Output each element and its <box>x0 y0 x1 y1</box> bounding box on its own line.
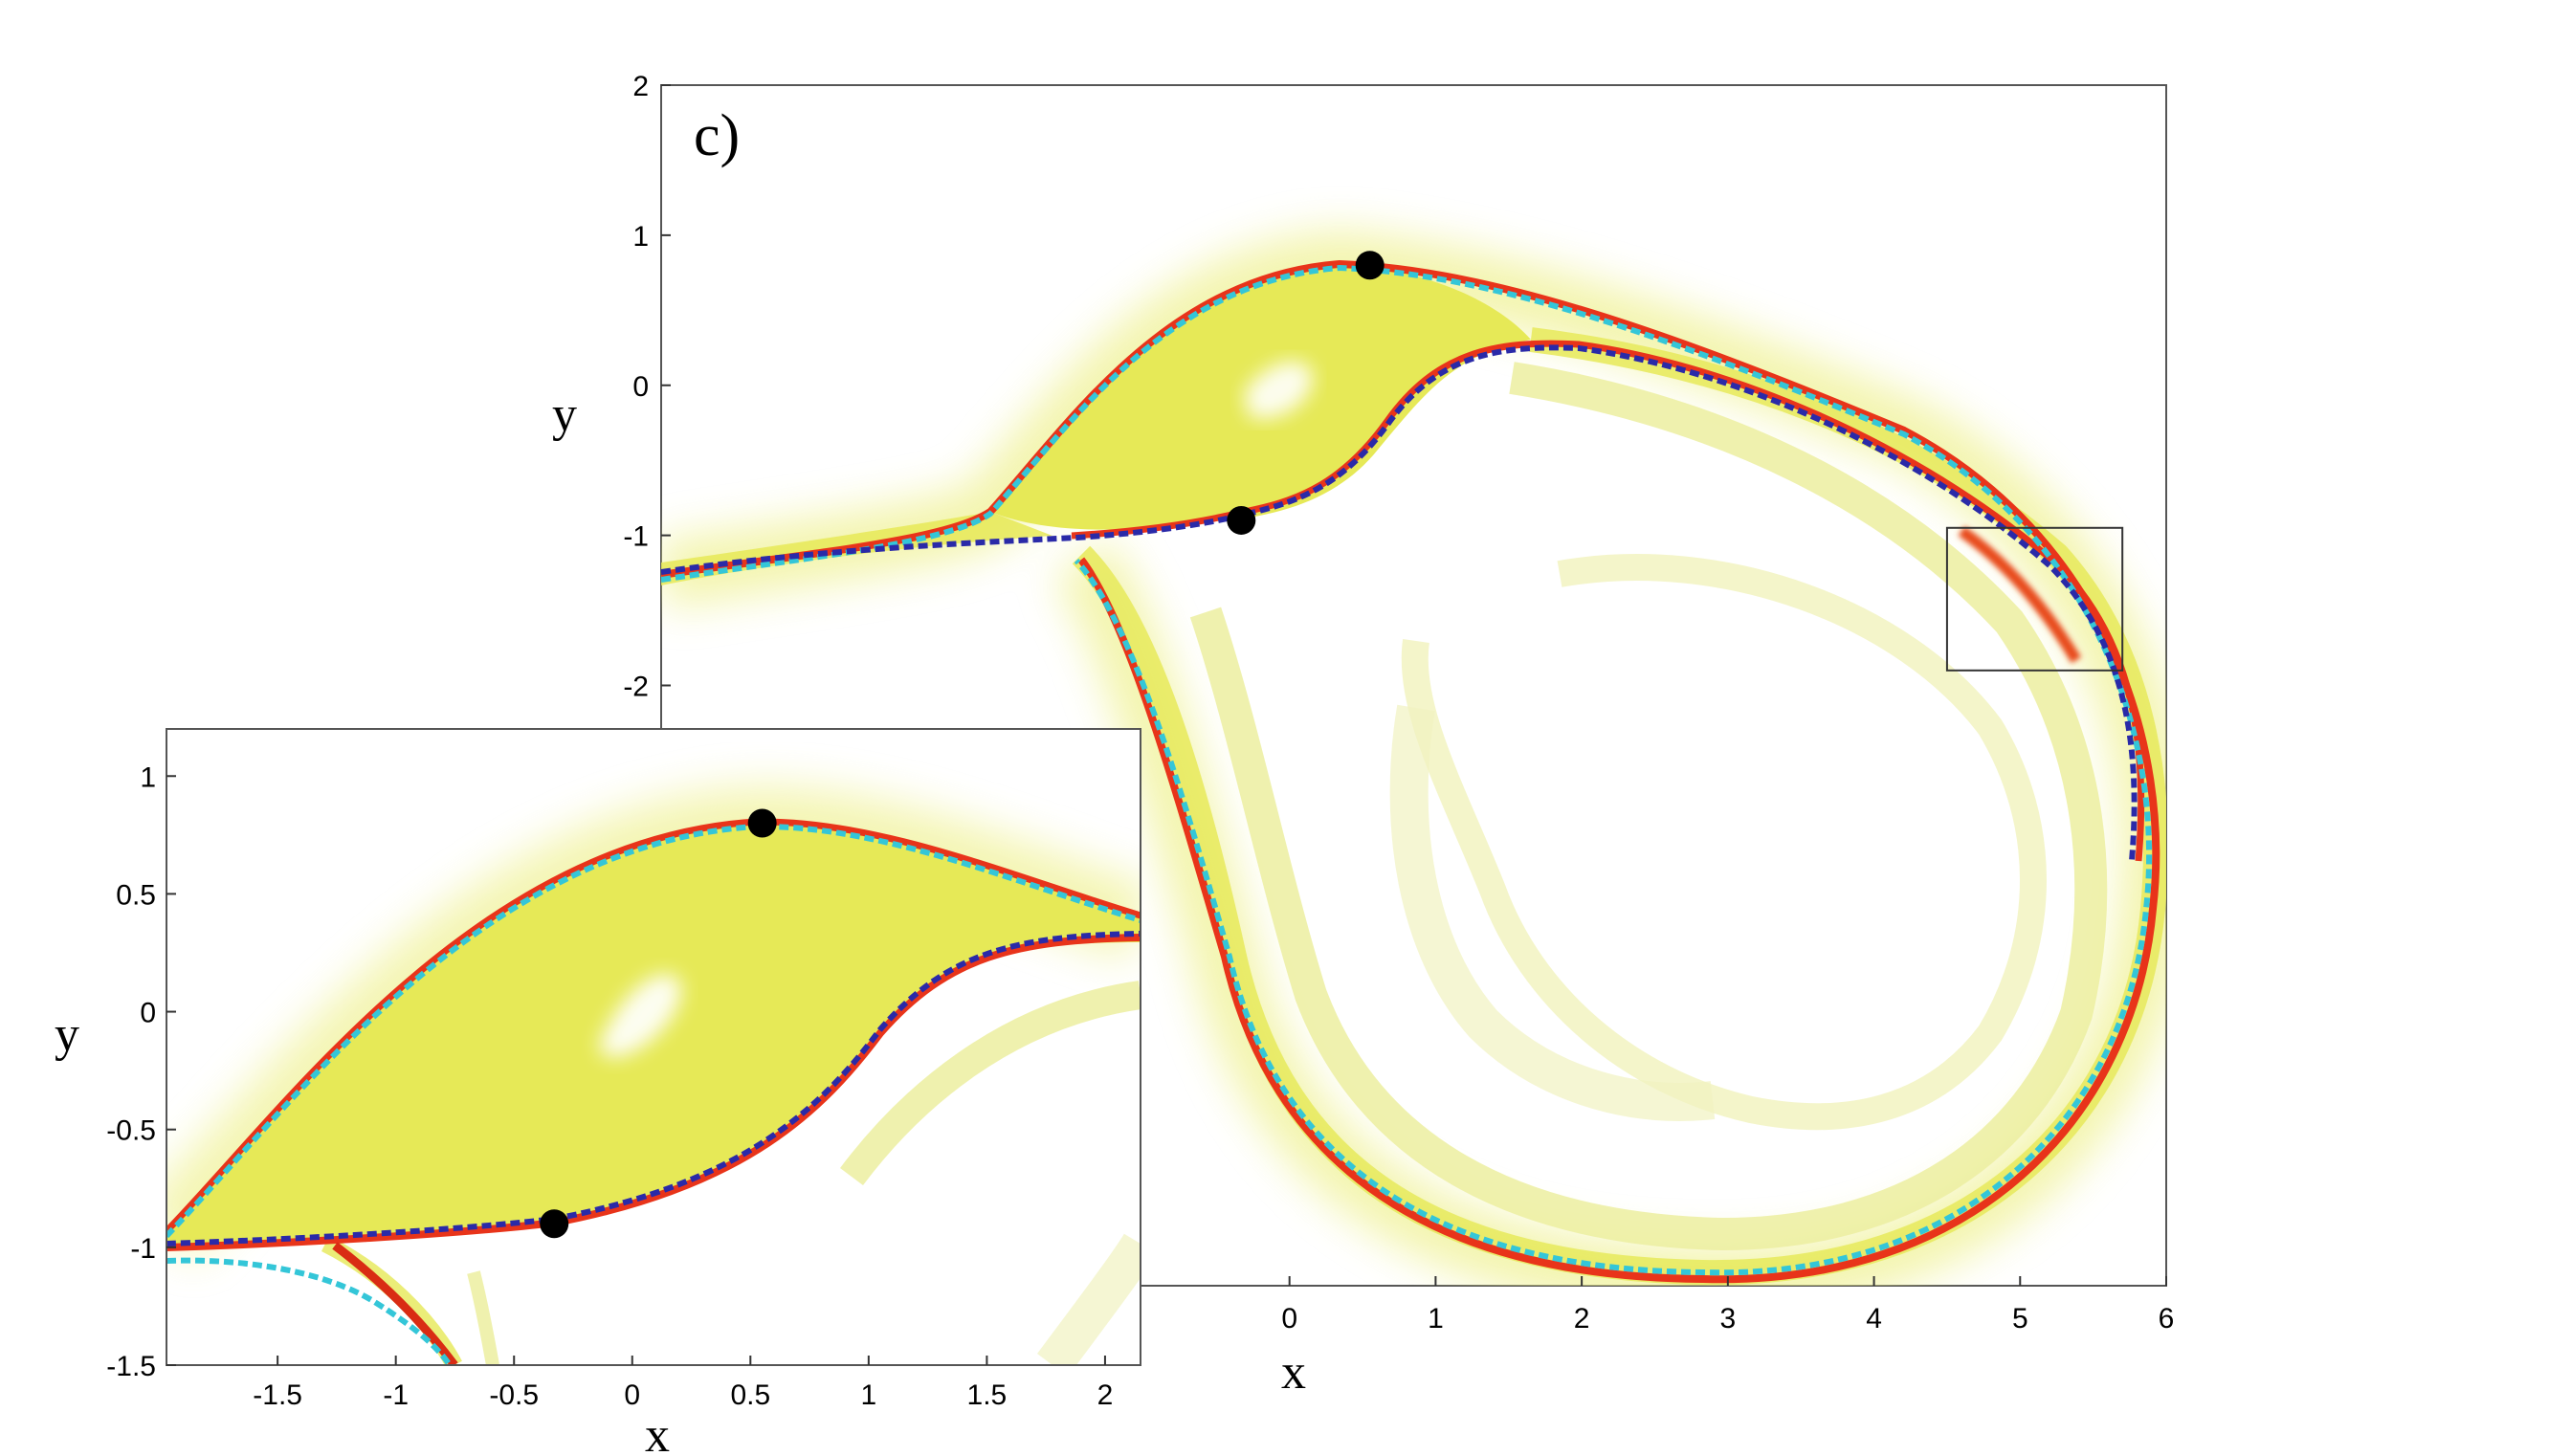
inset-x-ticks: -1.5 -1 -0.5 0 0.5 1 1.5 2 <box>253 1356 1113 1411</box>
main-x-tick-label: 6 <box>2159 1303 2175 1335</box>
main-y-tick-label: -1 <box>623 521 649 553</box>
inset-band-lower-2 <box>1036 1233 1141 1365</box>
main-x-tick-label: 0 <box>1281 1303 1297 1335</box>
main-x-tick-label: 4 <box>1866 1303 1882 1335</box>
inset-plot-frame <box>166 728 1141 1366</box>
main-hyperbolic-point <box>1355 251 1385 280</box>
inset-y-tick-label: -0.5 <box>106 1115 156 1147</box>
main-panel-label: c) <box>694 103 740 168</box>
main-loop-inner-band <box>1189 362 2108 1251</box>
main-loop-faint-band-2 <box>1389 704 1716 1121</box>
inset-y-tick-label: 0 <box>140 998 156 1029</box>
inset-lobe-hole <box>598 974 682 1058</box>
main-y-tick-label: 1 <box>632 221 649 253</box>
inset-x-axis-label: x <box>645 1408 670 1456</box>
main-y-tick-label: 2 <box>632 71 649 102</box>
inset-x-tick-label: 2 <box>1097 1379 1114 1411</box>
inset-points <box>540 808 777 1239</box>
inset-ridge-lower <box>166 934 1141 1251</box>
inset-manifold-stable <box>166 823 1141 1239</box>
main-hotspot <box>1958 526 2082 664</box>
main-x-tick-label: 3 <box>1720 1303 1737 1335</box>
inset-y-tick-label: -1.5 <box>106 1351 156 1382</box>
main-x-tick-label: 5 <box>2012 1303 2028 1335</box>
main-loop-faint-band <box>1401 554 2047 1131</box>
main-y-axis-label: y <box>552 387 577 442</box>
inset-manifold-unstable <box>166 931 1141 1246</box>
inset-y-tick-label: 0.5 <box>116 879 156 911</box>
main-loop-outer-band <box>1072 327 2166 1286</box>
inset-x-tick-label: 1.5 <box>967 1379 1008 1411</box>
main-lobe-hole <box>1244 361 1313 419</box>
inset-x-tick-label: 1 <box>861 1379 877 1411</box>
zoom-box <box>1945 526 2124 672</box>
inset-y-tick-label: 1 <box>140 761 156 793</box>
inset-x-tick-label: 0 <box>624 1379 640 1411</box>
inset-hyperbolic-point <box>747 808 777 838</box>
inset-x-tick-label: -1.5 <box>253 1379 302 1411</box>
inset-ridge-upper <box>166 818 1141 1234</box>
inset-x-tick-label: 0.5 <box>730 1379 770 1411</box>
inset-manifold-stable-lower <box>166 1257 453 1365</box>
inset-x-tick-label: -1 <box>383 1379 409 1411</box>
inset-band-tail-2 <box>467 1270 499 1365</box>
main-x-ticks: 0 1 2 3 4 5 6 <box>1281 1276 2174 1335</box>
main-y-tick-label: 0 <box>632 371 649 403</box>
main-points <box>1227 251 1385 535</box>
inset-panel: -1.5 -1 -0.5 0 0.5 1 1.5 2 1 0.5 0 -0.5 -1 -1.5 x y <box>55 728 1141 1456</box>
main-field <box>661 230 2166 1286</box>
inset-y-ticks: 1 0.5 0 -0.5 -1 -1.5 <box>106 761 176 1382</box>
main-x-axis-label: x <box>1281 1345 1306 1400</box>
inset-band-lower <box>840 981 1141 1186</box>
inset-field <box>166 785 1141 1365</box>
inset-x-tick-label: -0.5 <box>489 1379 539 1411</box>
main-y-tick-label: -2 <box>623 672 649 703</box>
main-manifold-stable <box>661 264 2153 1276</box>
inset-y-axis-label: y <box>55 1007 79 1062</box>
main-hyperbolic-point <box>1227 505 1256 535</box>
inset-ridge-branch <box>332 1242 458 1365</box>
main-x-tick-label: 2 <box>1574 1303 1590 1335</box>
main-x-tick-label: 1 <box>1428 1303 1444 1335</box>
inset-y-tick-label: -1 <box>130 1233 156 1265</box>
inset-hyperbolic-point <box>540 1209 569 1239</box>
main-y-ticks: 2 1 0 -1 -2 <box>623 71 671 703</box>
main-manifold-unstable <box>661 344 2138 862</box>
